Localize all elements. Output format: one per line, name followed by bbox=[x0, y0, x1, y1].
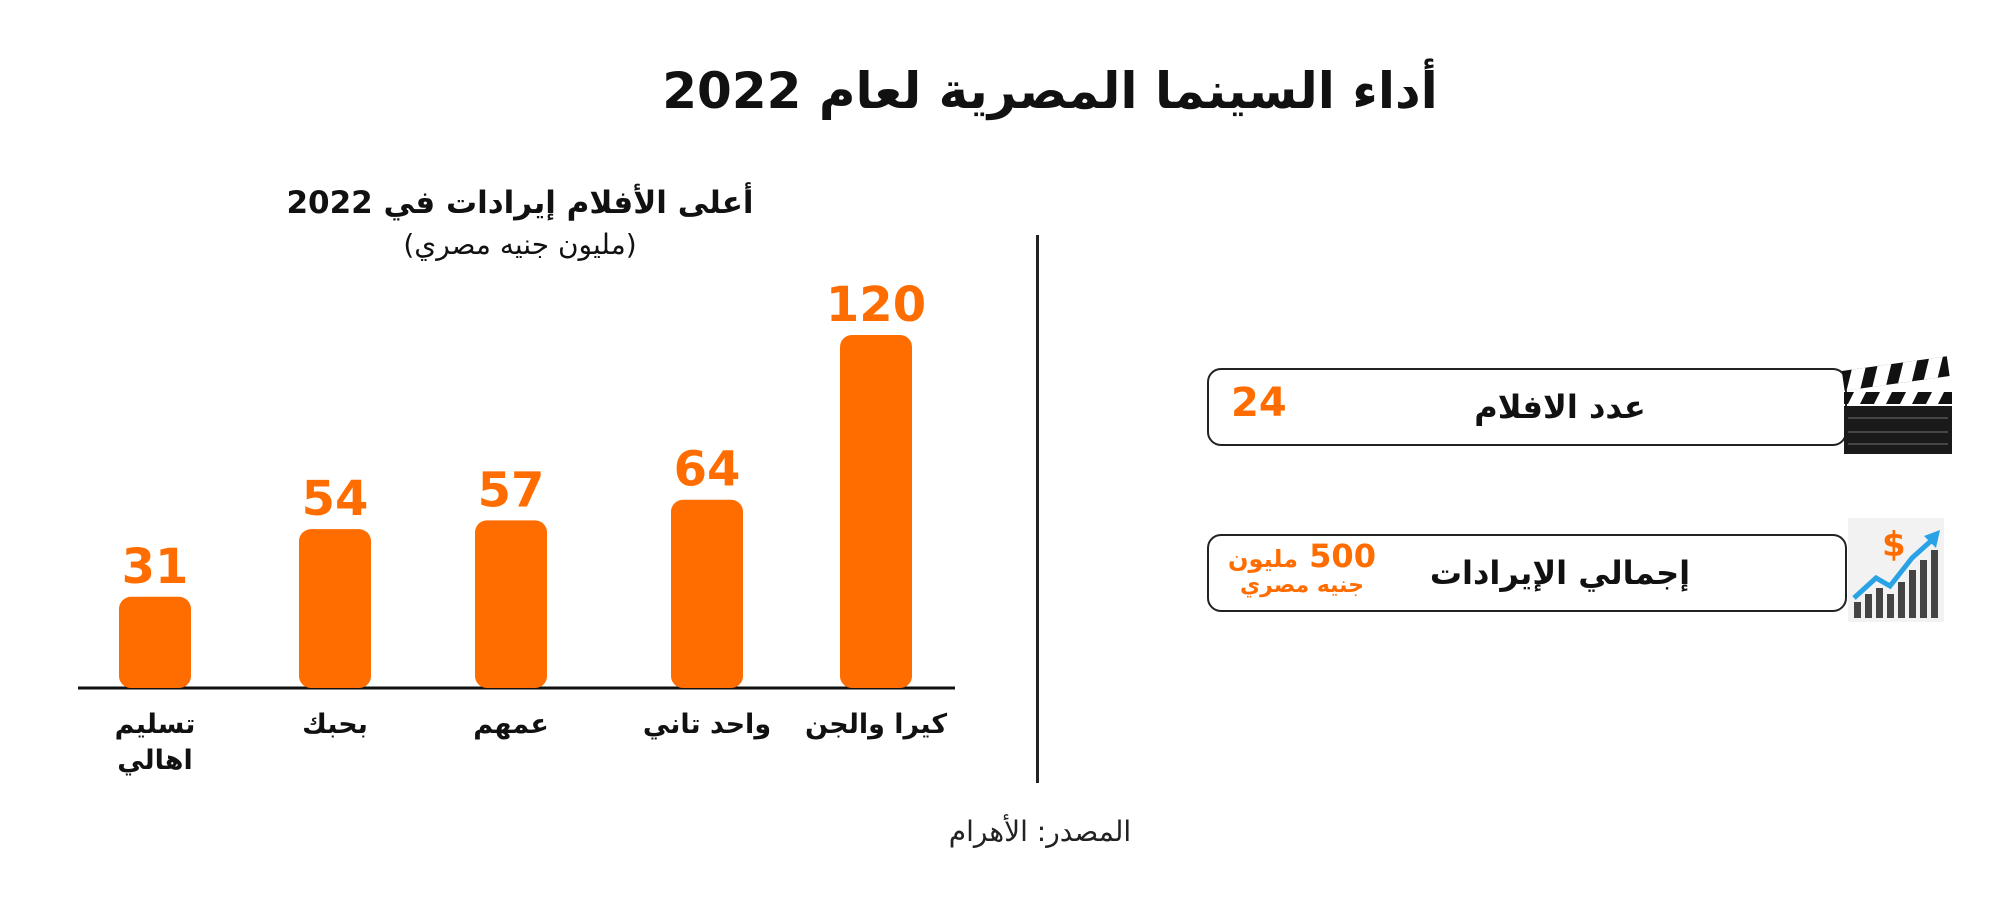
bar-value-label-4: 31 bbox=[122, 539, 189, 595]
bar-value-label-0: 120 bbox=[826, 277, 926, 333]
clapperboard-icon bbox=[1840, 356, 1956, 460]
revenue-currency: جنيه مصري bbox=[1240, 572, 1364, 598]
films-count-label: عدد الافلام bbox=[1474, 388, 1646, 426]
bar-value-label-3: 54 bbox=[302, 471, 369, 527]
total-revenue-card: 500 مليون جنيه مصري إجمالي الإيرادات bbox=[1207, 534, 1847, 612]
category-label-1: واحد تاني bbox=[643, 709, 771, 740]
total-revenue-label: إجمالي الإيرادات bbox=[1429, 554, 1691, 592]
divider-line bbox=[1036, 235, 1039, 783]
revenue-unit: مليون bbox=[1228, 545, 1299, 573]
films-count-value: 24 bbox=[1231, 380, 1287, 426]
source-note: المصدر: الأهرام bbox=[948, 815, 1132, 848]
bar-chart: 120 كيرا والجن 64 واحد تاني 57 عمهم 54 بحبك 31 تس… bbox=[78, 277, 955, 776]
category-label-2: عمهم bbox=[473, 709, 549, 740]
films-count-card: 24 عدد الافلام bbox=[1207, 368, 1847, 446]
chart-title: أعلى الأفلام إيرادات في 2022 bbox=[286, 185, 754, 221]
category-label-4: تسليم اهالي bbox=[115, 709, 196, 776]
bar-0 bbox=[840, 335, 912, 688]
bar-4 bbox=[119, 596, 191, 688]
category-label-0: كيرا والجن bbox=[805, 709, 947, 740]
bar-1 bbox=[671, 499, 743, 688]
bar-2 bbox=[475, 520, 547, 688]
svg-text:$: $ bbox=[1882, 525, 1906, 565]
revenue-amount: 500 bbox=[1309, 537, 1376, 575]
revenue-growth-chart-icon: $ bbox=[1848, 518, 1944, 626]
chart-unit: (مليون جنيه مصري) bbox=[403, 228, 637, 261]
bar-3 bbox=[299, 529, 371, 688]
bar-value-label-1: 64 bbox=[674, 442, 741, 498]
category-label-3: بحبك bbox=[302, 709, 368, 740]
bar-value-label-2: 57 bbox=[478, 462, 545, 518]
total-revenue-value: 500 مليون جنيه مصري bbox=[1217, 537, 1387, 598]
page-title: أداء السينما المصرية لعام 2022 bbox=[662, 62, 1438, 120]
